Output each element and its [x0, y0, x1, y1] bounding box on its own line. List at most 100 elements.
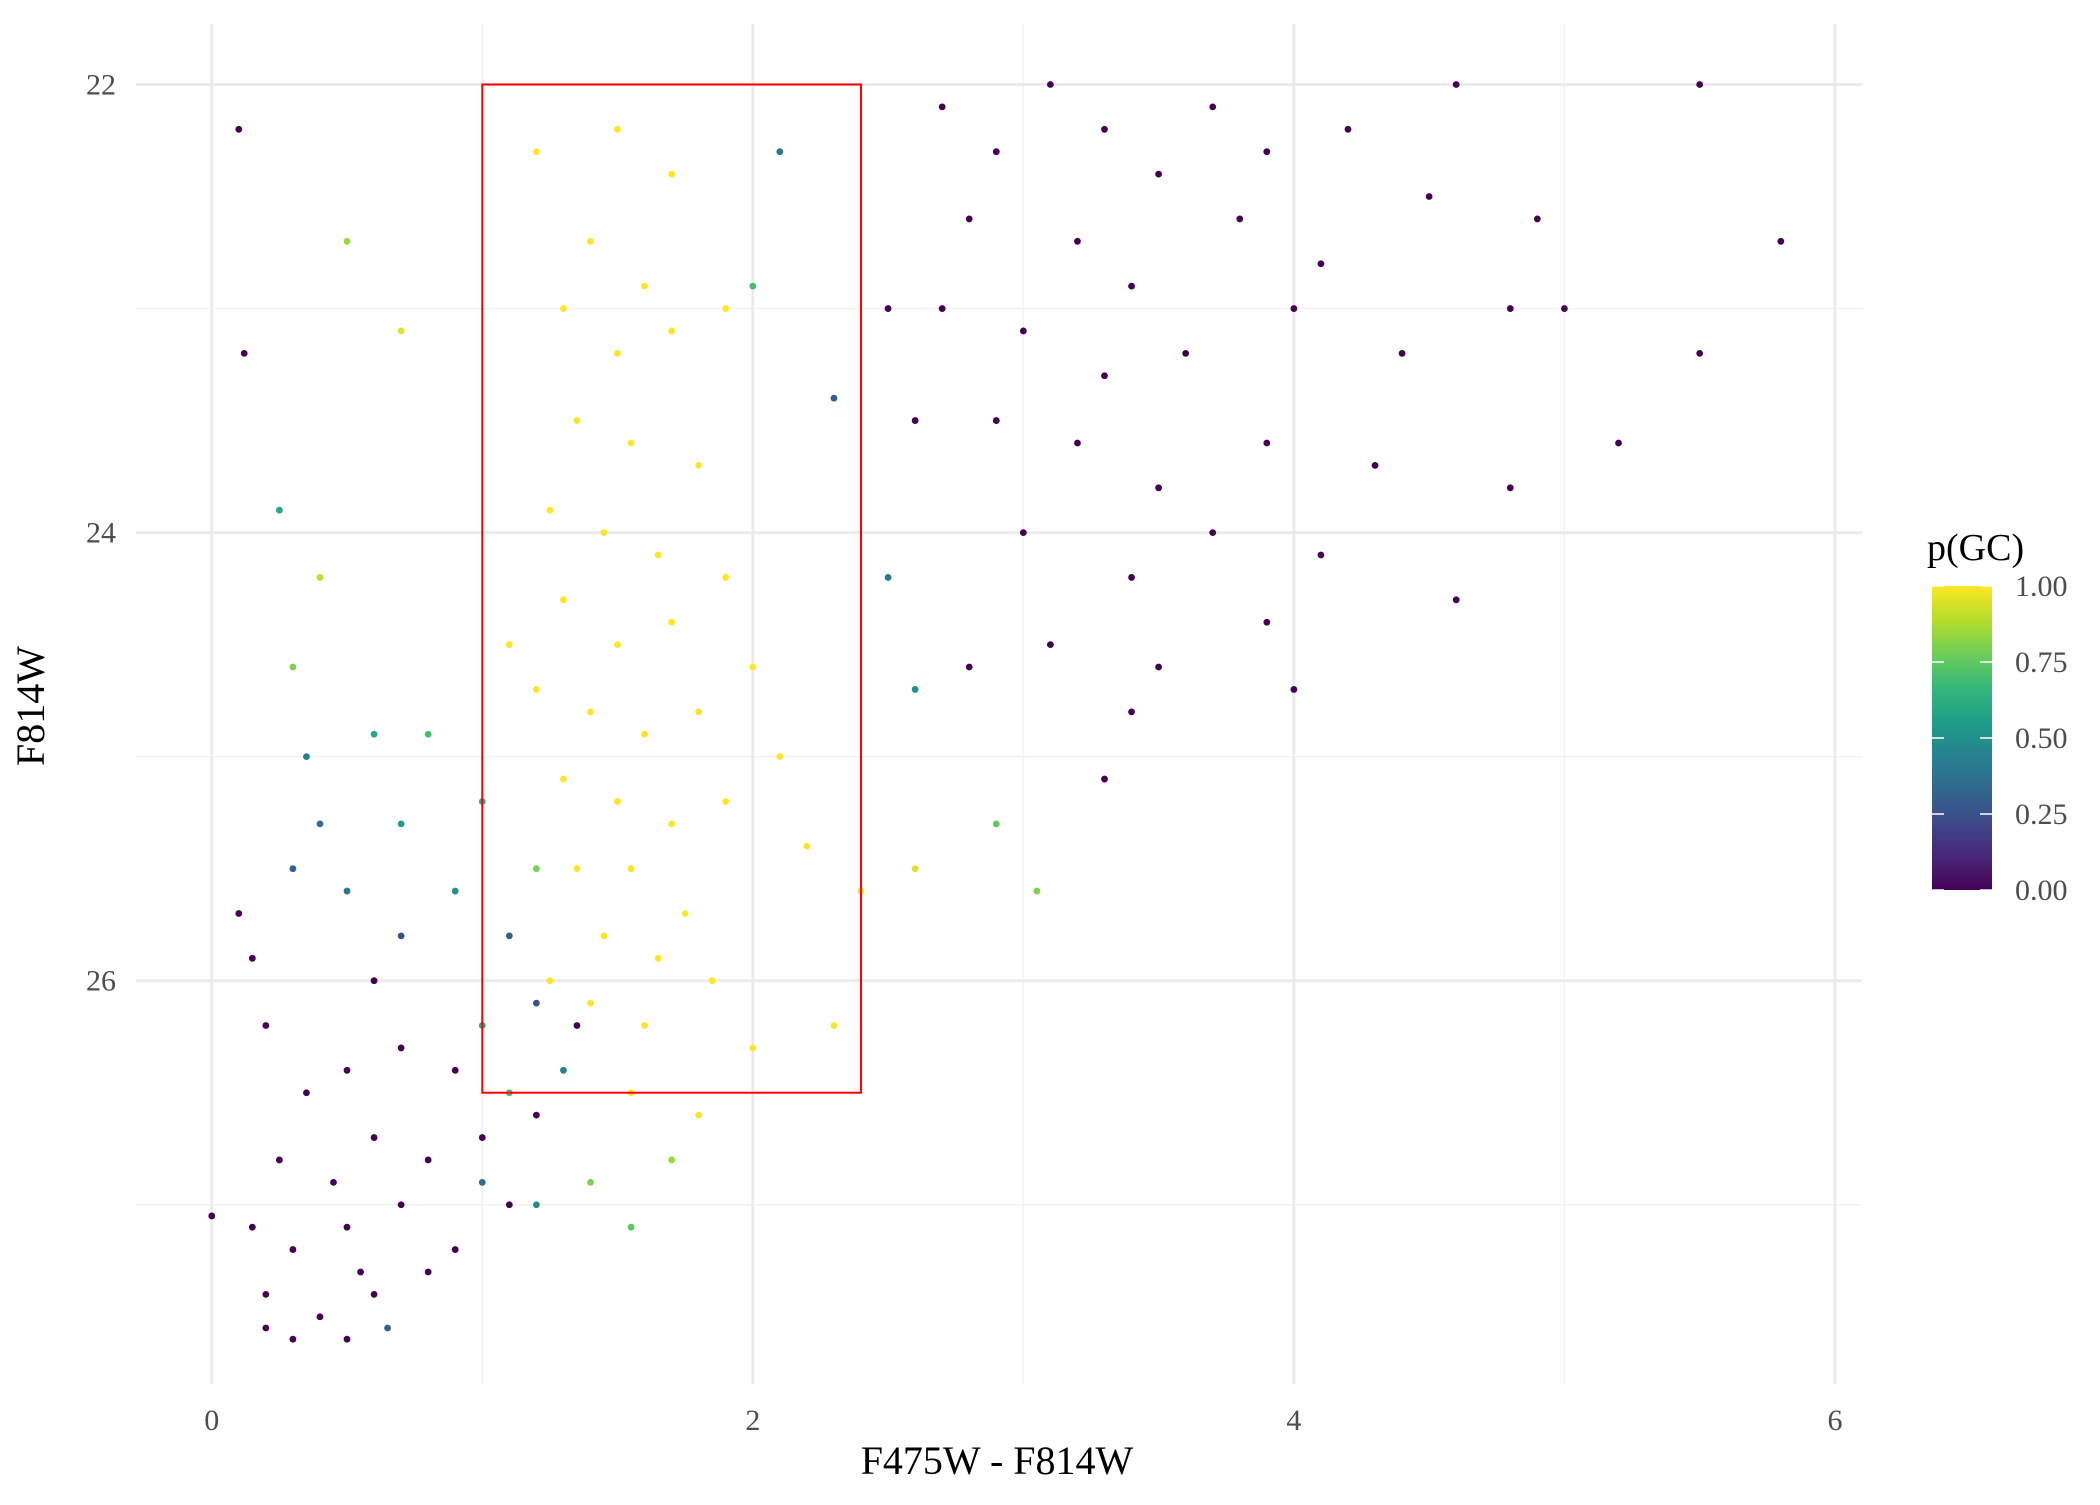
point [1317, 260, 1325, 268]
point [668, 1156, 676, 1164]
point [573, 1022, 581, 1029]
point [1182, 349, 1190, 357]
point [884, 574, 892, 581]
y-tick-label: 24 [86, 517, 116, 550]
point [776, 148, 784, 156]
point [289, 1246, 297, 1253]
point [627, 1223, 635, 1231]
colorbar-tick-label: 0.75 [2015, 646, 2068, 679]
point [316, 1313, 324, 1321]
colorbar-tick-label: 0.00 [2015, 874, 2068, 907]
point [1209, 529, 1217, 536]
point [627, 865, 635, 873]
point [560, 305, 567, 312]
point [532, 999, 540, 1007]
point [451, 1246, 459, 1253]
point [830, 1022, 838, 1029]
point [1263, 148, 1271, 156]
point [641, 730, 649, 738]
point [1290, 305, 1298, 312]
point [397, 1044, 405, 1052]
point [573, 865, 581, 873]
point [451, 887, 459, 895]
colorbar-tick-label: 1.00 [2015, 570, 2068, 603]
point [1047, 641, 1054, 649]
point [830, 394, 838, 402]
point [262, 1290, 270, 1298]
point [749, 282, 757, 290]
point [1344, 125, 1352, 133]
point [532, 686, 540, 693]
point [275, 506, 283, 514]
point [1452, 81, 1460, 88]
point [303, 1089, 310, 1097]
point [1209, 103, 1217, 111]
y-tick-label: 26 [86, 965, 116, 998]
point [587, 999, 594, 1007]
point [343, 1335, 351, 1343]
point [397, 1201, 405, 1209]
point [397, 327, 405, 335]
point [695, 1111, 703, 1119]
point [668, 170, 676, 178]
point [938, 103, 946, 111]
point [1101, 125, 1108, 133]
point [343, 1223, 351, 1231]
point [424, 1156, 432, 1164]
point [1263, 439, 1271, 447]
point [587, 708, 594, 716]
point [1371, 461, 1379, 469]
point [370, 730, 378, 738]
point [1128, 282, 1135, 290]
point [1425, 193, 1433, 200]
point [776, 753, 784, 761]
point [240, 349, 248, 357]
point [668, 820, 676, 828]
point [614, 125, 621, 133]
point [1047, 81, 1054, 88]
point [965, 215, 973, 223]
point [992, 148, 1000, 156]
point [803, 842, 811, 850]
point [1777, 237, 1785, 245]
point [668, 618, 676, 626]
point [722, 305, 730, 312]
point [343, 1066, 351, 1074]
point [532, 148, 540, 156]
point [1398, 349, 1406, 357]
point [1290, 686, 1298, 693]
point [654, 551, 662, 559]
point [681, 910, 689, 917]
point [695, 461, 703, 469]
point [424, 1268, 432, 1276]
point [992, 417, 1000, 424]
point [1033, 887, 1041, 895]
y-axis-title: F814W [8, 646, 53, 766]
highlight-box [481, 83, 863, 1094]
point [397, 820, 405, 828]
point [303, 753, 310, 761]
point [1696, 349, 1704, 357]
point [911, 417, 919, 424]
point [370, 1290, 378, 1298]
point [235, 125, 243, 133]
point [248, 1223, 256, 1231]
point [938, 305, 946, 312]
point [1101, 775, 1108, 783]
x-tick-label: 0 [204, 1404, 219, 1437]
x-tick-label: 2 [745, 1404, 760, 1437]
point [668, 327, 676, 335]
x-axis-title: F475W - F814W [861, 1438, 1134, 1483]
point [1074, 237, 1081, 245]
point [532, 865, 540, 873]
point [532, 1111, 540, 1119]
point [614, 349, 621, 357]
point [262, 1324, 270, 1332]
point [641, 282, 649, 290]
point [546, 977, 554, 985]
point [343, 887, 351, 895]
point [532, 1201, 540, 1209]
colorbar-tick-label: 0.50 [2015, 722, 2068, 755]
point [384, 1324, 391, 1332]
